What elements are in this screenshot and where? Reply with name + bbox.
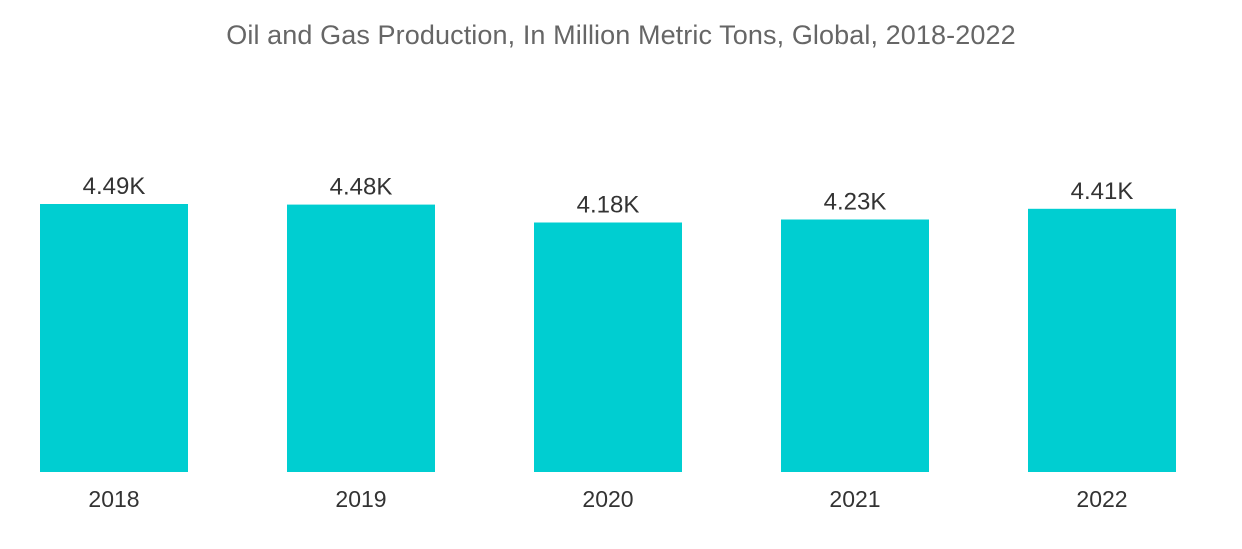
bar-2018 [40,204,188,472]
data-label-2018: 4.49K [83,173,146,200]
x-tick-label-2019: 2019 [335,486,386,512]
x-axis-tick-labels: 2018 2019 2020 2021 2022 [88,486,1127,512]
data-label-2022: 4.41K [1071,178,1134,205]
data-labels-layer: 4.49K 4.48K 4.18K 4.23K 4.41K [83,173,1134,219]
x-tick-label-2021: 2021 [829,486,880,512]
bar-2019 [287,204,435,472]
x-tick-label-2018: 2018 [88,486,139,512]
bars-layer [40,204,1176,473]
data-label-2020: 4.18K [577,192,640,219]
bar-2022 [1028,208,1176,473]
data-label-2021: 4.23K [824,189,887,216]
x-tick-label-2022: 2022 [1076,486,1127,512]
bar-2020 [534,222,682,472]
x-tick-label-2020: 2020 [582,486,633,512]
bar-2021 [781,219,929,472]
data-label-2019: 4.48K [330,174,393,201]
chart-title: Oil and Gas Production, In Million Metri… [226,20,1016,50]
